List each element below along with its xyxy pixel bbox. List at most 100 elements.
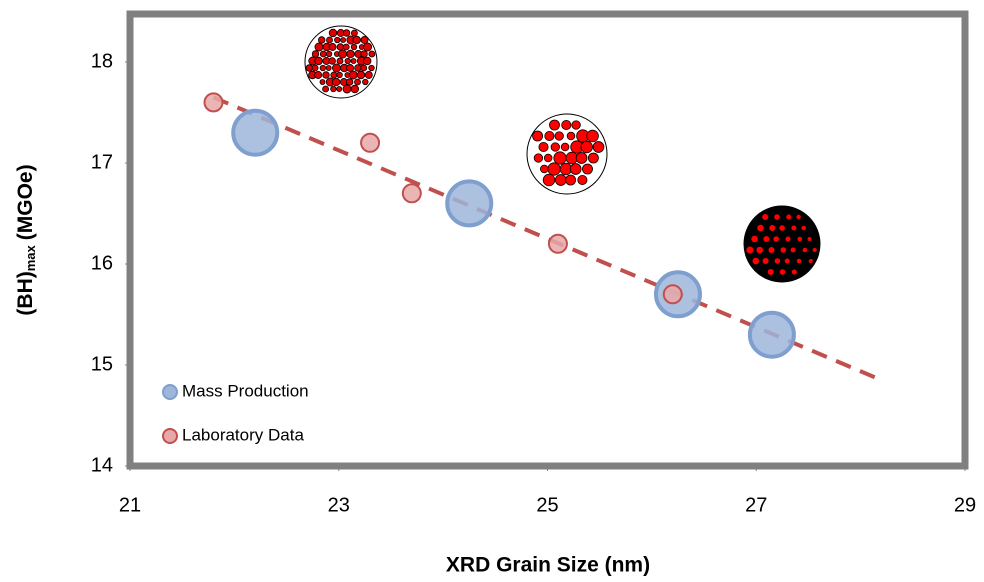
grain (577, 174, 588, 186)
grain (352, 35, 361, 45)
grain (356, 70, 366, 80)
grain (325, 65, 332, 71)
grain (336, 43, 345, 51)
grain (346, 64, 355, 72)
y-tick-label: 15 (91, 353, 113, 375)
grain (806, 236, 813, 242)
grain (783, 257, 791, 265)
grain (328, 28, 338, 38)
grain (322, 85, 330, 93)
point (231, 108, 280, 157)
x-tick-label: 23 (328, 494, 350, 516)
grain (360, 36, 369, 44)
y-axis-title-subscript: max (23, 244, 38, 271)
grain (592, 141, 605, 153)
grain (354, 78, 361, 86)
grain (346, 78, 354, 86)
point (360, 132, 381, 153)
grain (319, 79, 326, 85)
grain (549, 119, 560, 131)
y-axis-title: (BH)max (MGOe) (14, 164, 39, 315)
grain (538, 141, 549, 153)
grain (755, 245, 764, 255)
grain (360, 64, 368, 72)
grain (311, 50, 320, 58)
grain (334, 36, 341, 44)
grain (331, 77, 341, 87)
legend-text: Laboratory Data (182, 425, 304, 444)
grain (560, 142, 570, 152)
grain (314, 42, 324, 52)
grain (311, 64, 319, 72)
grain (554, 174, 567, 186)
grain (569, 163, 582, 175)
grain (326, 36, 333, 44)
grain (350, 84, 360, 94)
grain (750, 234, 759, 244)
grain (344, 57, 351, 65)
grain (342, 84, 352, 94)
y-tick-label: 17 (91, 151, 113, 173)
grain (745, 245, 755, 255)
grain (785, 213, 793, 221)
grain (336, 86, 343, 92)
grain (360, 50, 368, 58)
grain (319, 50, 327, 58)
grain (789, 246, 797, 254)
grain (778, 224, 786, 232)
grain (350, 29, 358, 37)
y-tick-label: 18 (91, 50, 113, 72)
grain (319, 64, 327, 72)
grain (362, 78, 369, 86)
grain (773, 257, 782, 265)
grain (761, 257, 770, 265)
y-tick-label: 16 (91, 252, 113, 274)
x-axis-title: XRD Grain Size (nm) (446, 554, 650, 577)
grain (761, 213, 770, 221)
grain (532, 130, 544, 142)
grain (542, 173, 556, 187)
grain (756, 223, 765, 233)
grain (350, 58, 357, 64)
grain (543, 153, 553, 163)
grain (314, 56, 323, 66)
grain (328, 43, 337, 51)
grain (363, 42, 373, 52)
grain (322, 71, 330, 79)
grain (580, 140, 593, 154)
grain (336, 57, 344, 65)
grain (342, 43, 350, 51)
point (401, 183, 422, 204)
grain (350, 43, 358, 51)
grain (332, 63, 341, 73)
grain (362, 56, 372, 66)
x-tick-label: 27 (745, 494, 767, 516)
grain (368, 50, 376, 58)
grain (318, 36, 326, 44)
grain (800, 224, 807, 232)
grain (305, 64, 313, 72)
point (747, 310, 796, 359)
grain (565, 174, 577, 186)
grain (336, 71, 343, 79)
grain (751, 256, 760, 266)
point (203, 92, 224, 113)
grain (778, 268, 787, 276)
grain (553, 151, 567, 165)
grain (325, 50, 333, 58)
grain (772, 235, 780, 243)
grain (768, 224, 777, 232)
grain (561, 119, 572, 131)
grain (790, 268, 798, 276)
grain (547, 162, 561, 176)
x-tick-label: 29 (954, 494, 976, 516)
grain (587, 152, 599, 164)
grain (801, 246, 809, 254)
grain (575, 152, 588, 164)
grain (364, 71, 373, 79)
grain (784, 235, 792, 243)
grain (533, 153, 544, 163)
grain (540, 164, 549, 174)
y-tick-label: 14 (91, 454, 113, 476)
